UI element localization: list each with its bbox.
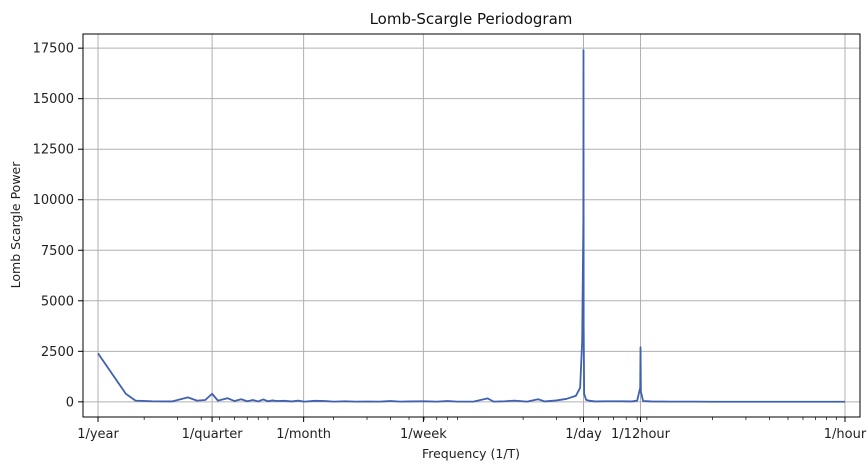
y-axis: 0 2500 5000 7500 10000 12500 15000 17500 [33, 42, 83, 410]
plot-frame [82, 33, 861, 418]
y-tick-label: 0 [66, 395, 74, 410]
y-tick-label: 7500 [41, 244, 74, 259]
x-tick-label: 1/quarter [182, 427, 244, 442]
x-axis: 1/year 1/quarter 1/month 1/week 1/day 1/12hou… [77, 417, 867, 442]
x-axis-label: Frequency (1/T) [422, 446, 520, 461]
y-tick-label: 2500 [41, 345, 74, 360]
x-tick-label: 1/day [565, 427, 602, 442]
series-line-power [97, 49, 845, 403]
grid-lines [83, 34, 860, 417]
x-tick-label: 1/12hour [611, 427, 671, 442]
y-tick-label: 5000 [41, 294, 74, 309]
x-tick-label: 1/year [77, 427, 119, 442]
x-tick-label: 1/hour [824, 427, 867, 442]
y-tick-label: 15000 [33, 92, 74, 107]
x-tick-label: 1/week [400, 427, 447, 442]
chart-title: Lomb-Scargle Periodogram [370, 10, 573, 28]
y-axis-label: Lomb Scargle Power [8, 161, 23, 289]
y-tick-label: 17500 [33, 42, 74, 57]
y-tick-label: 12500 [33, 143, 74, 158]
y-tick-label: 10000 [33, 193, 74, 208]
x-tick-label: 1/month [276, 427, 331, 442]
